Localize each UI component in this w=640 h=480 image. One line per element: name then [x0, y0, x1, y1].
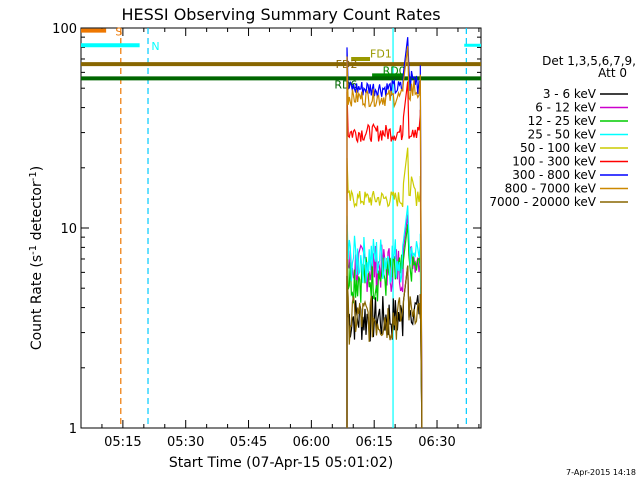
y-tick-label: 100: [52, 22, 77, 37]
x-tick-label: 05:45: [230, 435, 267, 450]
series-line-4: [346, 205, 423, 429]
legend-label-5: 50 - 100 keV: [520, 141, 597, 155]
series-line-6: [346, 81, 423, 429]
x-axis-label: Start Time (07-Apr-15 05:01:02): [169, 455, 393, 471]
flag-label-s: S: [115, 26, 122, 39]
x-tick-label: 06:15: [355, 435, 392, 450]
y-tick-label: 1: [69, 422, 77, 437]
flag-label-rd0: RD0: [383, 64, 406, 77]
flag-label-n: N: [151, 40, 159, 53]
series-line-5: [346, 147, 423, 429]
legend-header-line2: Att 0: [598, 66, 627, 80]
y-axis-label: Count Rate (s-1 detector-1): [28, 166, 45, 350]
legend-label-2: 6 - 12 keV: [535, 101, 597, 115]
legend-label-4: 25 - 50 keV: [528, 128, 597, 142]
legend-label-7: 300 - 800 keV: [512, 168, 596, 182]
chart-title: HESSI Observing Summary Count Rates: [121, 5, 440, 24]
legend-label-8: 800 - 7000 keV: [505, 182, 597, 196]
series-line-3: [346, 224, 423, 429]
footer-timestamp: 7-Apr-2015 14:18: [566, 468, 636, 477]
x-tick-label: 06:00: [293, 435, 330, 450]
legend-label-6: 100 - 300 keV: [512, 155, 596, 169]
y-tick-label: 10: [60, 222, 77, 237]
series-line-8: [346, 46, 423, 429]
legend-header-line1: Det 1,3,5,6,7,9,: [542, 54, 636, 68]
x-tick-label: 06:30: [418, 435, 455, 450]
legend-label-3: 12 - 25 keV: [528, 114, 597, 128]
series-line-9: [346, 265, 423, 429]
x-tick-label: 05:30: [167, 435, 204, 450]
legend-label-1: 3 - 6 keV: [543, 87, 597, 101]
flag-label-fd1: FD1: [370, 47, 392, 60]
x-tick-label: 05:15: [104, 435, 141, 450]
legend-label-9: 7000 - 20000 keV: [489, 195, 596, 209]
plot-area: 1 10 100 05:15 05:30 05:45 06:00 06:15 06:30 S N FD…: [52, 22, 482, 450]
